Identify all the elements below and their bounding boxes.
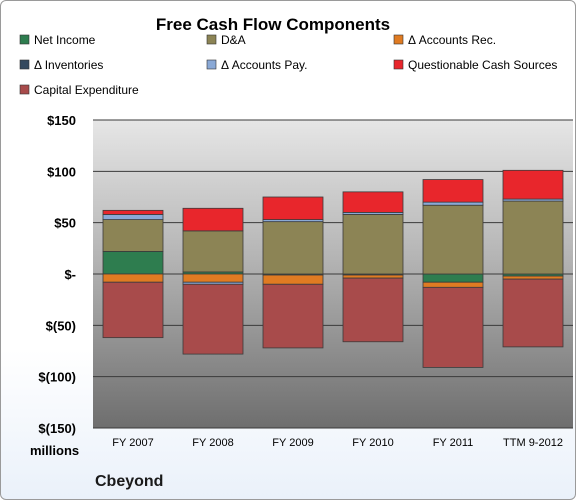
legend-swatch	[19, 84, 30, 95]
x-tick-label: FY 2008	[192, 437, 233, 449]
bar-questionable-cash-sources	[182, 207, 244, 232]
bar-questionable-cash-sources	[342, 191, 404, 213]
legend-swatch	[19, 59, 30, 70]
legend-label: D&A	[221, 33, 246, 47]
x-tick-label: FY 2007	[112, 437, 153, 449]
x-tick-label: FY 2011	[433, 437, 474, 449]
bar-questionable-cash-sources	[102, 209, 164, 215]
bar-accounts-rec	[102, 273, 164, 283]
bar-questionable-cash-sources	[262, 196, 324, 220]
legend-swatch	[19, 34, 30, 45]
gridlines	[93, 119, 573, 429]
legend-swatch	[393, 34, 404, 45]
bar-accounts-rec	[502, 275, 564, 280]
bar-d-a	[342, 214, 404, 275]
legend-label: Δ Accounts Pay.	[221, 58, 308, 72]
company-name: Cbeyond	[95, 473, 163, 490]
bar-net-income	[422, 273, 484, 283]
bar-accounts-rec	[342, 274, 404, 279]
legend-swatch	[393, 59, 404, 70]
x-tick-label: FY 2010	[352, 437, 393, 449]
legend: Net Income D&A Δ Accounts Rec. Δ Inventorie…	[19, 33, 557, 97]
bar-accounts-rec	[262, 274, 324, 285]
bar-capital-expenditure	[182, 283, 244, 355]
bar-capital-expenditure	[502, 278, 564, 348]
bar-questionable-cash-sources	[422, 179, 484, 203]
unit-label: millions	[30, 443, 79, 458]
bar-accounts-rec	[182, 273, 244, 283]
x-tick-label: FY 2009	[272, 437, 313, 449]
chart-title: Free Cash Flow Components	[156, 15, 390, 34]
bar-capital-expenditure	[342, 277, 404, 343]
legend-label: Net Income	[34, 33, 96, 47]
legend-label: Δ Accounts Rec.	[408, 33, 496, 47]
bar-capital-expenditure	[262, 283, 324, 349]
bar-d-a	[502, 200, 564, 275]
y-tick-label: $(100)	[38, 370, 76, 385]
bar-questionable-cash-sources	[502, 169, 564, 200]
legend-swatch	[206, 59, 217, 70]
bar-accounts-pay	[102, 214, 164, 220]
bar-d-a	[262, 221, 324, 275]
y-tick-label: $(150)	[38, 421, 76, 436]
y-tick-label: $-	[64, 267, 76, 282]
bar-capital-expenditure	[102, 281, 164, 339]
y-tick-label: $150	[47, 113, 76, 128]
bar-accounts-rec	[422, 281, 484, 288]
x-axis-ticks: FY 2007 FY 2008 FY 2009 FY 2010 FY 2011 TTM 9…	[112, 437, 563, 449]
y-axis-ticks: $150 $100 $50 $- $(50) $(100) $(150)	[38, 113, 76, 436]
bars	[102, 169, 564, 368]
legend-label: Δ Inventories	[34, 58, 103, 72]
legend-label: Questionable Cash Sources	[408, 58, 557, 72]
bar-d-a	[182, 230, 244, 273]
bar-net-income	[102, 251, 164, 275]
y-tick-label: $(50)	[46, 318, 76, 333]
bar-d-a	[422, 204, 484, 275]
y-tick-label: $100	[47, 164, 76, 179]
bar-accounts-pay	[422, 201, 484, 206]
bar-capital-expenditure	[422, 286, 484, 368]
legend-swatch	[206, 34, 217, 45]
y-tick-label: $50	[54, 216, 76, 231]
x-tick-label: TTM 9-2012	[503, 437, 563, 449]
legend-label: Capital Expenditure	[34, 83, 139, 97]
bar-d-a	[102, 219, 164, 252]
